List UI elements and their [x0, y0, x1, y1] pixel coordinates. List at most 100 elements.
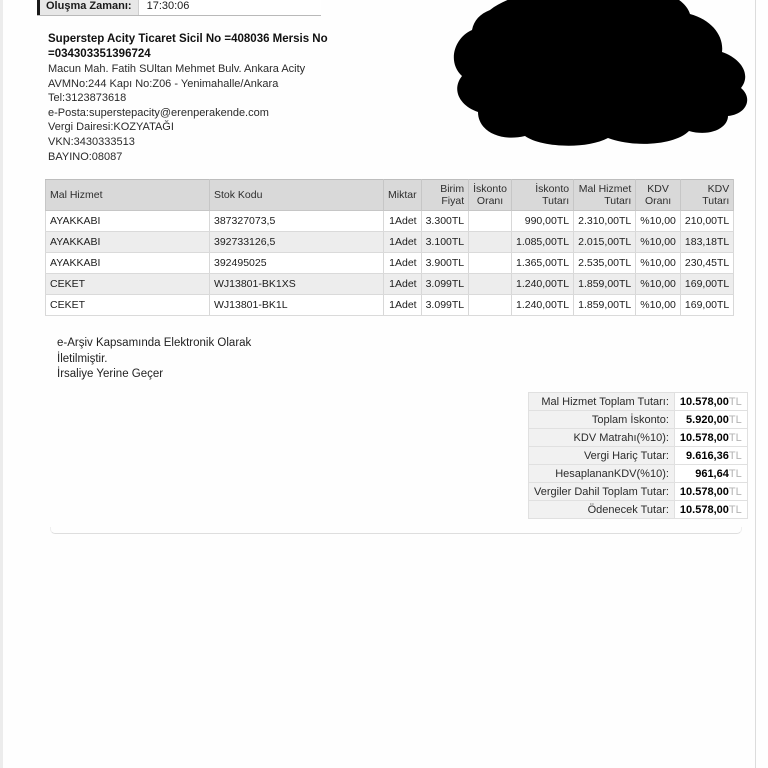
seller-vkn: VKN:3430333513	[48, 135, 135, 148]
redaction-scribble	[453, 0, 748, 146]
table-row: AYAKKABI 392495025 1Adet 3.900TL 1.365,00TL 2…	[45, 252, 735, 274]
item-cell	[468, 231, 512, 253]
col-header-stok-kodu: Stok Kodu	[209, 179, 384, 211]
item-cell: 3.099TL	[420, 294, 470, 316]
item-cell: %10,00	[635, 273, 681, 295]
totals-value: 9.616,36TL	[673, 446, 748, 465]
col-header-mal-hizmet: Mal Hizmet	[45, 179, 210, 211]
col-header-kdv-orani: KDV Oranı	[635, 179, 681, 211]
seller-title-line1: Superstep Acity Ticaret Sicil No =408036…	[48, 33, 328, 45]
totals-label: HesaplananKDV(%10):	[528, 464, 675, 483]
seller-title-line2: =034303351396724	[48, 48, 151, 60]
col-header-miktar: Miktar	[383, 179, 422, 211]
item-cell: 169,00TL	[679, 294, 735, 316]
creation-time-label: Oluşma Zamanı:	[40, 0, 139, 15]
invoice-notes: e-Arşiv Kapsamında Elektronik Olarak İle…	[57, 336, 251, 383]
item-cell: CEKET	[45, 273, 210, 295]
totals-table: Mal Hizmet Toplam Tutarı: 10.578,00TL Topl…	[528, 392, 748, 519]
item-cell: 2.015,00TL	[573, 231, 637, 253]
creation-time-value: 17:30:06	[138, 0, 321, 15]
item-cell: 1Adet	[383, 231, 422, 253]
item-cell: 1Adet	[383, 294, 422, 316]
col-header-iskonto-tutari: İskonto Tutarı	[510, 179, 575, 211]
item-cell: %10,00	[635, 231, 681, 253]
seller-bayino: BAYINO:08087	[48, 150, 123, 163]
item-cell: 2.310,00TL	[573, 210, 637, 232]
item-cell: 1.365,00TL	[510, 252, 575, 274]
totals-value: 10.578,00TL	[673, 428, 748, 447]
item-cell: 3.300TL	[420, 210, 470, 232]
item-cell: 2.535,00TL	[573, 252, 637, 274]
col-header-kdv-tutari: KDV Tutarı	[679, 179, 735, 211]
item-cell: 392733126,5	[209, 231, 384, 253]
item-cell: 1.240,00TL	[510, 294, 575, 316]
page-right-edge	[755, 0, 756, 768]
item-cell: 3.100TL	[420, 231, 470, 253]
item-cell: 392495025	[209, 252, 384, 274]
item-cell: 183,18TL	[679, 231, 735, 253]
totals-row: Vergi Hariç Tutar: 9.616,36TL	[528, 446, 748, 465]
totals-row: HesaplananKDV(%10): 961,64TL	[528, 464, 748, 483]
col-header-iskonto-orani: İskonto Oranı	[468, 179, 512, 211]
note-line: e-Arşiv Kapsamında Elektronik Olarak	[57, 337, 252, 349]
line-items-section: Mal Hizmet Stok Kodu Miktar Birim Fiyat …	[45, 179, 735, 316]
item-cell	[468, 294, 512, 316]
item-cell: %10,00	[635, 294, 681, 316]
totals-label: KDV Matrahı(%10):	[528, 428, 675, 447]
table-header-row: Mal Hizmet Stok Kodu Miktar Birim Fiyat …	[45, 179, 735, 211]
page-left-edge	[0, 0, 3, 768]
row-left-bar	[37, 0, 40, 15]
item-cell: 3.099TL	[420, 273, 470, 295]
seller-info-block: Superstep Acity Ticaret Sicil No =408036…	[48, 32, 378, 164]
item-cell: 387327073,5	[209, 210, 384, 232]
item-cell: AYAKKABI	[45, 252, 210, 274]
line-items-table: Mal Hizmet Stok Kodu Miktar Birim Fiyat …	[45, 179, 735, 316]
seller-address-line1: Macun Mah. Fatih SUltan Mehmet Bulv. Ank…	[48, 63, 306, 75]
item-cell: 990,00TL	[510, 210, 575, 232]
item-cell: %10,00	[635, 210, 681, 232]
totals-value: 5.920,00TL	[673, 410, 748, 429]
seller-phone: Tel:3123873618	[48, 92, 127, 105]
table-row: AYAKKABI 392733126,5 1Adet 3.100TL 1.085,00T…	[45, 231, 735, 253]
item-cell: 3.900TL	[420, 252, 470, 274]
totals-label: Vergi Hariç Tutar:	[528, 446, 675, 465]
totals-row: Ödenecek Tutar: 10.578,00TL	[528, 500, 748, 519]
totals-row: KDV Matrahı(%10): 10.578,00TL	[528, 428, 748, 447]
item-cell: 1.859,00TL	[573, 294, 637, 316]
totals-row: Toplam İskonto: 5.920,00TL	[528, 410, 748, 429]
seller-tax-office: Vergi Dairesi:KOZYATAĞI	[48, 121, 174, 134]
item-cell: WJ13801-BK1L	[209, 294, 384, 316]
item-cell: 230,45TL	[679, 252, 735, 274]
item-cell: 1.240,00TL	[510, 273, 575, 295]
item-cell: 1Adet	[383, 210, 422, 232]
item-cell: AYAKKABI	[45, 210, 210, 232]
totals-section: Mal Hizmet Toplam Tutarı: 10.578,00TL Topl…	[528, 392, 748, 519]
col-header-birim-fiyat: Birim Fiyat	[420, 179, 470, 211]
item-cell: 1.085,00TL	[510, 231, 575, 253]
item-cell	[468, 273, 512, 295]
totals-label: Vergiler Dahil Toplam Tutar:	[528, 482, 675, 501]
totals-value: 10.578,00TL	[673, 392, 748, 411]
item-cell: 169,00TL	[679, 273, 735, 295]
item-cell	[468, 252, 512, 274]
col-header-mal-hizmet-tutari: Mal Hizmet Tutarı	[573, 179, 637, 211]
item-cell	[468, 210, 512, 232]
item-cell: WJ13801-BK1XS	[209, 273, 384, 295]
table-row: CEKET WJ13801-BK1L 1Adet 3.099TL 1.240,00TL 1…	[45, 294, 735, 316]
note-line: İrsaliye Yerine Geçer	[57, 368, 164, 380]
seller-email: e-Posta:superstepacity@erenperakende.com	[48, 106, 269, 119]
totals-label: Ödenecek Tutar:	[528, 500, 675, 519]
item-cell: %10,00	[635, 252, 681, 274]
totals-label: Mal Hizmet Toplam Tutarı:	[528, 392, 675, 411]
creation-time-row: Oluşma Zamanı: 17:30:06	[37, 0, 321, 16]
totals-value: 10.578,00TL	[673, 500, 748, 519]
item-cell: 1Adet	[383, 252, 422, 274]
totals-row: Vergiler Dahil Toplam Tutar: 10.578,00TL	[528, 482, 748, 501]
item-cell: 1Adet	[383, 273, 422, 295]
item-cell: CEKET	[45, 294, 210, 316]
item-cell: 1.859,00TL	[573, 273, 637, 295]
totals-value: 961,64TL	[673, 464, 748, 483]
item-cell: 210,00TL	[679, 210, 735, 232]
note-line: İletilmiştir.	[57, 352, 108, 365]
